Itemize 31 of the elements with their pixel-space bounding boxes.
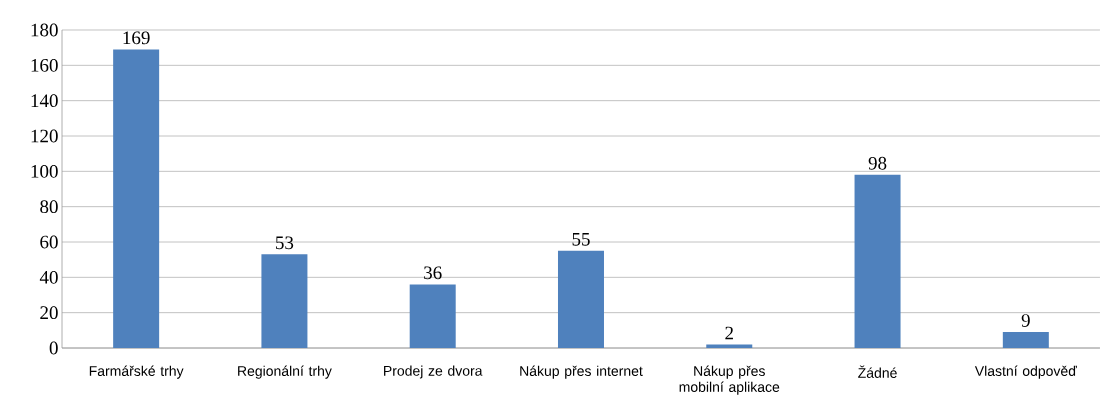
data-label: 9 bbox=[1021, 314, 1030, 327]
y-tick-label: 20 bbox=[40, 306, 58, 320]
bar bbox=[261, 254, 308, 348]
y-tick-label: 60 bbox=[40, 235, 58, 249]
x-tick-label: Nákup přes internet bbox=[520, 365, 643, 379]
bar bbox=[706, 344, 753, 348]
data-label: 169 bbox=[123, 31, 150, 45]
y-tick-label: 80 bbox=[40, 200, 58, 214]
x-tick-label: Nákup přes mobilní aplikace bbox=[679, 365, 780, 395]
data-label: 55 bbox=[572, 233, 590, 246]
data-label: 36 bbox=[424, 266, 442, 280]
x-tick-label: Farmářské trhy bbox=[89, 365, 184, 379]
bar bbox=[1002, 332, 1049, 348]
data-label: 98 bbox=[868, 156, 887, 170]
y-tick-label: 160 bbox=[31, 58, 58, 72]
x-tick-label: Žádné bbox=[858, 365, 897, 378]
bar bbox=[113, 49, 160, 348]
y-tick-label: 140 bbox=[31, 94, 58, 108]
y-tick-label: 120 bbox=[31, 129, 58, 143]
y-tick-label: 180 bbox=[31, 23, 58, 37]
data-label: 53 bbox=[276, 236, 294, 250]
y-tick-label: 40 bbox=[39, 270, 58, 284]
bar bbox=[409, 284, 456, 348]
data-label: 2 bbox=[725, 326, 733, 340]
x-tick-label: Vlastní odpověď bbox=[974, 365, 1077, 379]
x-tick-label: Prodej ze dvora bbox=[384, 365, 483, 379]
bar bbox=[557, 250, 604, 348]
y-tick-label: 100 bbox=[31, 164, 58, 178]
x-tick-label: Regionální trhy bbox=[238, 365, 332, 379]
bar bbox=[854, 174, 901, 348]
y-tick-label: 0 bbox=[49, 341, 58, 355]
